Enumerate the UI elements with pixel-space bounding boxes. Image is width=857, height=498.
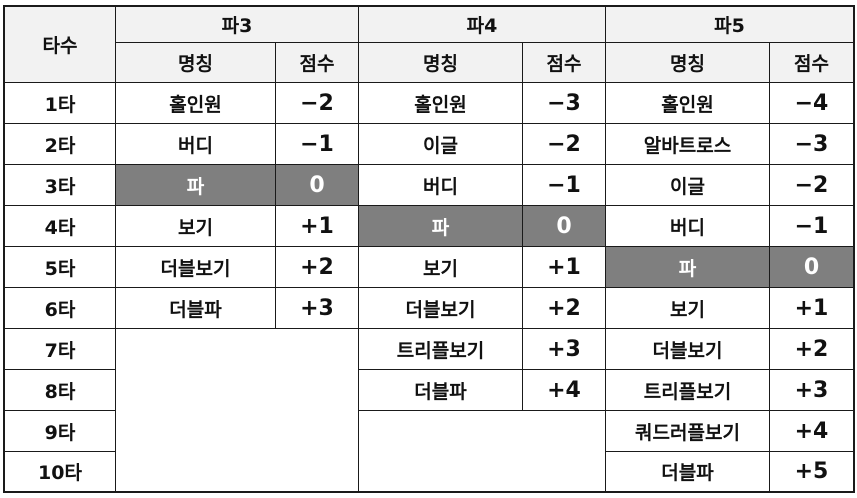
par4-score-cell: 0	[523, 206, 606, 247]
par3-score-header: 점수	[276, 43, 359, 83]
par5-name-cell: 보기	[606, 288, 770, 329]
par5-name-cell: 홀인원	[606, 83, 770, 124]
par4-score-cell: +4	[523, 370, 606, 411]
stroke-cell: 2타	[3, 124, 116, 165]
stroke-cell: 4타	[3, 206, 116, 247]
par3-name-header: 명칭	[116, 43, 276, 83]
par5-score-cell: +1	[770, 288, 855, 329]
par3-score-cell: −2	[276, 83, 359, 124]
par4-name-header: 명칭	[359, 43, 523, 83]
par5-score-cell: −4	[770, 83, 855, 124]
par5-score-cell: +2	[770, 329, 855, 370]
par5-group-header: 파5	[606, 5, 855, 43]
stroke-cell: 10타	[3, 452, 116, 493]
stroke-cell: 8타	[3, 370, 116, 411]
golf-score-table: 타수 파3 파4 파5 명칭 점수 명칭 점수 명칭 점수 1타 2타 3타 4타 5타…	[3, 5, 855, 493]
par4-name-cell: 파	[359, 206, 523, 247]
par4-name-cell: 더블파	[359, 370, 523, 411]
par4-score-header: 점수	[523, 43, 606, 83]
par3-score-cell: −1	[276, 124, 359, 165]
par5-name-cell: 파	[606, 247, 770, 288]
par3-name-cell: 버디	[116, 124, 276, 165]
par4-name-cell: 더블보기	[359, 288, 523, 329]
par3-score-cell: +2	[276, 247, 359, 288]
par4-name-cell: 이글	[359, 124, 523, 165]
par5-score-header: 점수	[770, 43, 855, 83]
par4-score-cell: +1	[523, 247, 606, 288]
stroke-cell: 1타	[3, 83, 116, 124]
par5-score-cell: +3	[770, 370, 855, 411]
par5-name-header: 명칭	[606, 43, 770, 83]
par5-name-cell: 트리플보기	[606, 370, 770, 411]
par4-name-cell: 버디	[359, 165, 523, 206]
stroke-cell: 9타	[3, 411, 116, 452]
par5-name-cell: 버디	[606, 206, 770, 247]
par4-empty-area	[359, 411, 606, 493]
par4-score-cell: +3	[523, 329, 606, 370]
par4-score-cell: −2	[523, 124, 606, 165]
par5-name-cell: 이글	[606, 165, 770, 206]
par4-score-cell: +2	[523, 288, 606, 329]
par5-score-cell: −3	[770, 124, 855, 165]
par5-score-cell: +4	[770, 411, 855, 452]
par3-group-header: 파3	[116, 5, 359, 43]
par3-name-cell: 파	[116, 165, 276, 206]
par4-score-cell: −1	[523, 165, 606, 206]
stroke-cell: 5타	[3, 247, 116, 288]
par4-name-cell: 보기	[359, 247, 523, 288]
par5-score-cell: 0	[770, 247, 855, 288]
par5-score-cell: −1	[770, 206, 855, 247]
par5-name-cell: 더블보기	[606, 329, 770, 370]
par5-name-cell: 쿼드러플보기	[606, 411, 770, 452]
par3-score-cell: +1	[276, 206, 359, 247]
par3-score-cell: +3	[276, 288, 359, 329]
par3-name-cell: 보기	[116, 206, 276, 247]
par4-name-cell: 홀인원	[359, 83, 523, 124]
par3-empty-area	[116, 329, 359, 493]
par5-score-cell: +5	[770, 452, 855, 493]
par5-name-cell: 알바트로스	[606, 124, 770, 165]
par3-score-cell: 0	[276, 165, 359, 206]
par3-name-cell: 홀인원	[116, 83, 276, 124]
par3-name-cell: 더블파	[116, 288, 276, 329]
par5-score-cell: −2	[770, 165, 855, 206]
stroke-cell: 7타	[3, 329, 116, 370]
stroke-cell: 3타	[3, 165, 116, 206]
stroke-cell: 6타	[3, 288, 116, 329]
par3-name-cell: 더블보기	[116, 247, 276, 288]
par4-score-cell: −3	[523, 83, 606, 124]
par4-name-cell: 트리플보기	[359, 329, 523, 370]
par5-name-cell: 더블파	[606, 452, 770, 493]
par4-group-header: 파4	[359, 5, 606, 43]
stroke-header: 타수	[3, 5, 116, 83]
